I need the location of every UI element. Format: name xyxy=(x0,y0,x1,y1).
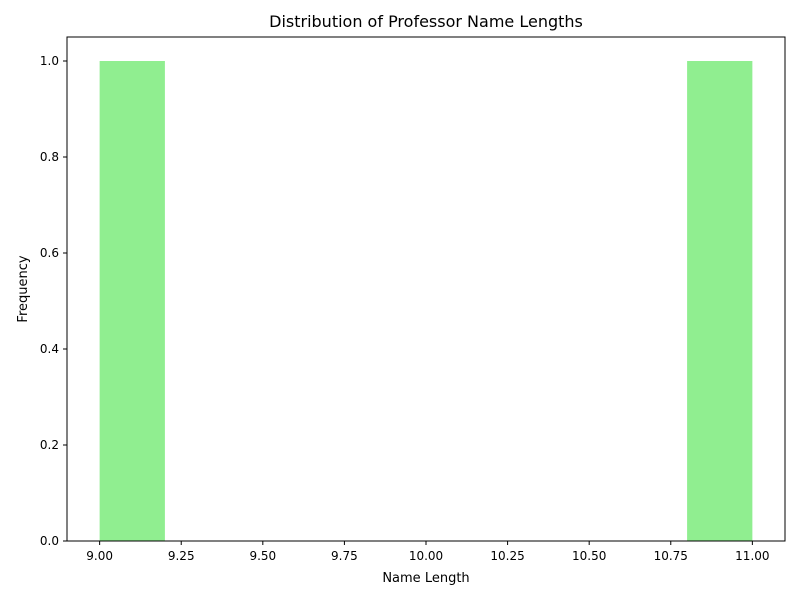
y-axis-label: Frequency xyxy=(16,255,31,322)
x-tick-label: 10.50 xyxy=(572,549,606,563)
plot-frame xyxy=(66,36,786,542)
chart-title: Distribution of Professor Name Lengths xyxy=(269,12,583,31)
histogram-bar xyxy=(99,61,165,541)
x-tick-label: 9.25 xyxy=(168,549,195,563)
y-tick-label: 0.8 xyxy=(40,150,59,164)
bars-group xyxy=(99,61,753,541)
x-tick-label: 9.75 xyxy=(331,549,358,563)
y-tick-label: 0.0 xyxy=(40,534,59,548)
y-axis-ticks: 0.0 0.2 0.4 0.6 0.8 1.0 xyxy=(40,54,67,548)
x-axis-ticks: 9.00 9.25 9.50 9.75 10.00 10.25 10.50 10.75 11.0… xyxy=(86,541,770,563)
x-tick-label: 9.50 xyxy=(249,549,276,563)
x-tick-label: 10.00 xyxy=(409,549,443,563)
x-tick-label: 10.75 xyxy=(654,549,688,563)
x-tick-label: 9.00 xyxy=(86,549,113,563)
y-tick-label: 0.4 xyxy=(40,342,59,356)
y-tick-label: 0.6 xyxy=(40,246,59,260)
y-tick-label: 0.2 xyxy=(40,438,59,452)
x-tick-label: 10.25 xyxy=(490,549,524,563)
x-tick-label: 11.00 xyxy=(735,549,769,563)
y-tick-label: 1.0 xyxy=(40,54,59,68)
histogram-bar xyxy=(687,61,753,541)
x-axis-label: Name Length xyxy=(382,571,469,586)
